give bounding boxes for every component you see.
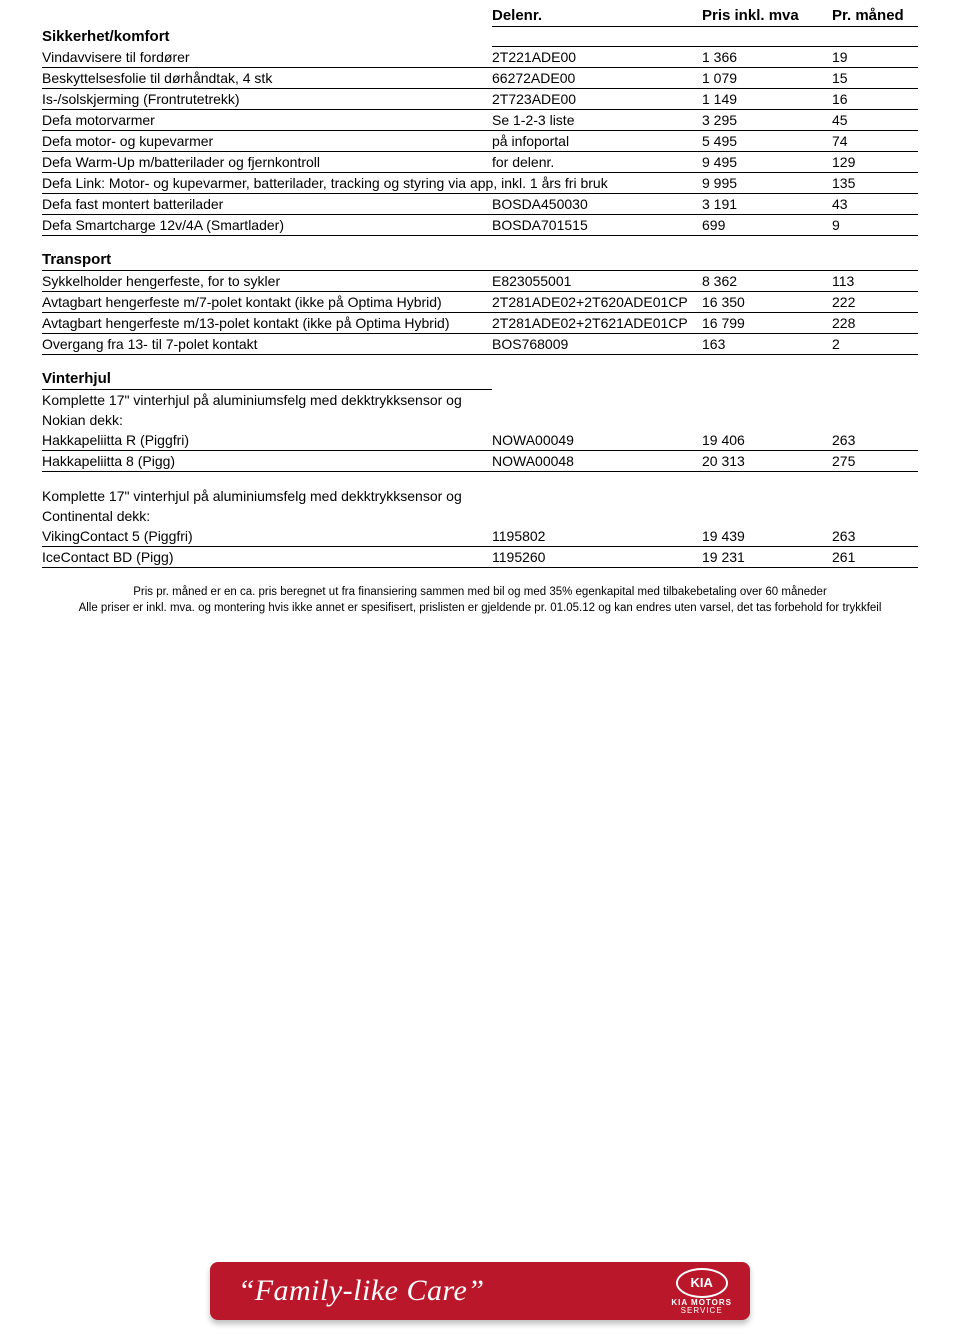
section-title-label: Sikkerhet/komfort (42, 27, 492, 47)
kia-logo-block: KIA KIA MOTORS SERVICE (671, 1268, 732, 1315)
intro-row: Komplette 17" vinterhjul på aluminiumsfe… (42, 486, 918, 506)
price-table: Delenr. Pris inkl. mva Pr. måned Sikkerh… (42, 6, 918, 568)
page: Delenr. Pris inkl. mva Pr. måned Sikkerh… (0, 0, 960, 1334)
table-row: Beskyttelsesfolie til dørhåndtak, 4 stk6… (42, 68, 918, 89)
banner-text-wrap: “Family-like Care” (238, 1274, 484, 1308)
section-title-sikkerhet: Sikkerhet/komfort (42, 27, 918, 47)
table-row: Avtagbart hengerfeste m/7-polet kontakt … (42, 292, 918, 313)
footnote-line-2: Alle priser er inkl. mva. og montering h… (42, 600, 918, 616)
open-quote-icon: “ (238, 1274, 255, 1307)
table-row: Defa Link: Motor- og kupevarmer, batteri… (42, 173, 918, 194)
table-row: Sykkelholder hengerfeste, for to syklerE… (42, 271, 918, 292)
close-quote-icon: ” (467, 1274, 484, 1307)
table-row: Avtagbart hengerfeste m/13-polet kontakt… (42, 313, 918, 334)
banner-text: Family-like Care (255, 1274, 468, 1307)
kia-service-label: SERVICE (681, 1307, 723, 1315)
section-spacer (42, 236, 918, 251)
table-row: VikingContact 5 (Piggfri)119580219 43926… (42, 526, 918, 547)
section-title-label: Vinterhjul (42, 369, 492, 390)
header-price: Pris inkl. mva (702, 6, 832, 27)
intro-row: Komplette 17" vinterhjul på aluminiumsfe… (42, 390, 918, 411)
header-empty (42, 6, 492, 27)
footnote-line-1: Pris pr. måned er en ca. pris beregnet u… (42, 584, 918, 600)
table-row: Hakkapeliitta 8 (Pigg)NOWA0004820 313275 (42, 451, 918, 472)
table-row: Hakkapeliitta R (Piggfri)NOWA0004919 406… (42, 430, 918, 451)
section-title-label: Transport (42, 250, 492, 271)
table-row: Defa fast montert batteriladerBOSDA45003… (42, 194, 918, 215)
section-spacer (42, 472, 918, 487)
header-per-month: Pr. måned (832, 6, 918, 27)
footnote: Pris pr. måned er en ca. pris beregnet u… (42, 584, 918, 616)
intro-row: Continental dekk: (42, 506, 918, 526)
table-row: Overgang fra 13- til 7-polet kontaktBOS7… (42, 334, 918, 355)
header-partno: Delenr. (492, 6, 702, 27)
table-row: Vindavvisere til fordører2T221ADE001 366… (42, 47, 918, 68)
table-row: Defa motorvarmerSe 1-2-3 liste3 29545 (42, 110, 918, 131)
footer-banner-inner: “Family-like Care” KIA KIA MOTORS SERVIC… (210, 1262, 750, 1320)
table-row: Defa motor- og kupevarmerpå infoportal5 … (42, 131, 918, 152)
table-row: Defa Smartcharge 12v/4A (Smartlader)BOSD… (42, 215, 918, 236)
kia-logo-icon: KIA (676, 1268, 728, 1298)
section-title-transport: Transport (42, 250, 918, 271)
table-row: Is-/solskjerming (Frontrutetrekk)2T723AD… (42, 89, 918, 110)
footer-banner: “Family-like Care” KIA KIA MOTORS SERVIC… (0, 1262, 960, 1320)
section-spacer (42, 355, 918, 370)
intro-row: Nokian dekk: (42, 410, 918, 430)
table-row: Defa Warm-Up m/batterilader og fjernkont… (42, 152, 918, 173)
table-header-row: Delenr. Pris inkl. mva Pr. måned (42, 6, 918, 27)
section-title-vinterhjul: Vinterhjul (42, 369, 918, 390)
table-row: IceContact BD (Pigg)119526019 231261 (42, 547, 918, 568)
